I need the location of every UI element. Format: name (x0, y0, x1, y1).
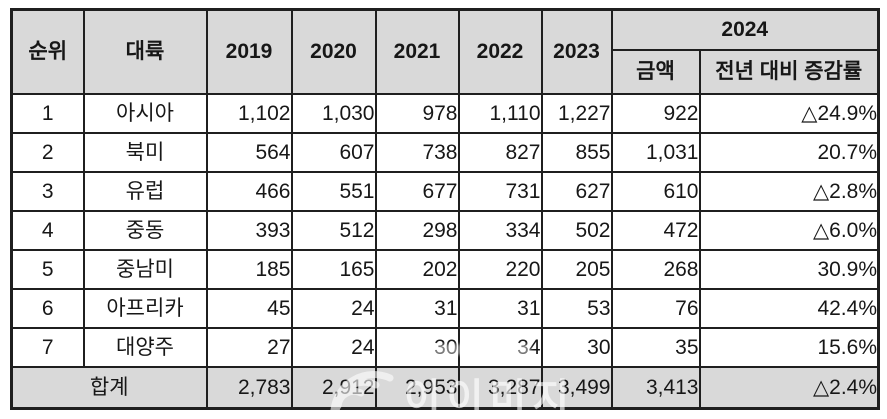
value-2021-cell: 202 (374, 248, 460, 290)
table-row-europe: 3 유럽 466 551 677 731 627 610 △2.8% (10, 170, 880, 212)
header-year-2020: 2020 (290, 8, 377, 95)
amount-2024-cell: 268 (610, 248, 701, 290)
continent-export-table: 순위 대륙 2019 2020 2021 2022 2023 2024 금액 전… (10, 8, 880, 410)
value-2019-cell: 45 (205, 287, 293, 329)
value-2021-cell: 298 (374, 209, 460, 251)
continent-cell: 유럽 (82, 170, 208, 212)
value-2023-cell: 1,227 (540, 92, 613, 134)
total-yoy-2024-cell: △2.4% (698, 365, 880, 410)
value-2020-cell: 512 (290, 209, 377, 251)
yoy-2024-cell: 30.9% (698, 248, 880, 290)
header-year-2024-group: 2024 (610, 8, 880, 51)
rank-cell: 4 (10, 209, 85, 251)
value-2019-cell: 466 (205, 170, 293, 212)
table-row-oceania: 7 대양주 27 24 30 34 30 35 15.6% (10, 326, 880, 368)
value-2022-cell: 34 (457, 326, 543, 368)
rank-cell: 3 (10, 170, 85, 212)
header-year-2021: 2021 (374, 8, 460, 95)
value-2023-cell: 855 (540, 131, 613, 173)
yoy-2024-cell: △24.9% (698, 92, 880, 134)
value-2019-cell: 1,102 (205, 92, 293, 134)
value-2023-cell: 627 (540, 170, 613, 212)
continent-cell: 북미 (82, 131, 208, 173)
value-2019-cell: 393 (205, 209, 293, 251)
amount-2024-cell: 922 (610, 92, 701, 134)
rank-cell: 2 (10, 131, 85, 173)
value-2022-cell: 731 (457, 170, 543, 212)
value-2020-cell: 24 (290, 287, 377, 329)
yoy-2024-cell: 15.6% (698, 326, 880, 368)
rank-cell: 5 (10, 248, 85, 290)
value-2023-cell: 205 (540, 248, 613, 290)
total-2019-cell: 2,783 (205, 365, 293, 410)
amount-2024-cell: 1,031 (610, 131, 701, 173)
table-row-asia: 1 아시아 1,102 1,030 978 1,110 1,227 922 △2… (10, 92, 880, 134)
header-2024-yoy: 전년 대비 증감률 (698, 48, 880, 95)
amount-2024-cell: 76 (610, 287, 701, 329)
table-row-middle-east: 4 중동 393 512 298 334 502 472 △6.0% (10, 209, 880, 251)
amount-2024-cell: 35 (610, 326, 701, 368)
continent-cell: 대양주 (82, 326, 208, 368)
table-row-africa: 6 아프리카 45 24 31 31 53 76 42.4% (10, 287, 880, 329)
value-2023-cell: 502 (540, 209, 613, 251)
value-2019-cell: 185 (205, 248, 293, 290)
header-2024-amount: 금액 (610, 48, 701, 95)
value-2022-cell: 1,110 (457, 92, 543, 134)
total-2023-cell: 3,499 (540, 365, 613, 410)
value-2021-cell: 30 (374, 326, 460, 368)
header-rank: 순위 (10, 8, 85, 95)
value-2020-cell: 24 (290, 326, 377, 368)
total-2022-cell: 3,287 (457, 365, 543, 410)
value-2019-cell: 564 (205, 131, 293, 173)
amount-2024-cell: 472 (610, 209, 701, 251)
header-year-2023: 2023 (540, 8, 613, 95)
yoy-2024-cell: △2.8% (698, 170, 880, 212)
yoy-2024-cell: △6.0% (698, 209, 880, 251)
value-2023-cell: 30 (540, 326, 613, 368)
value-2020-cell: 165 (290, 248, 377, 290)
value-2020-cell: 1,030 (290, 92, 377, 134)
header-year-2022: 2022 (457, 8, 543, 95)
value-2022-cell: 220 (457, 248, 543, 290)
amount-2024-cell: 610 (610, 170, 701, 212)
continent-cell: 아프리카 (82, 287, 208, 329)
table-row-north-america: 2 북미 564 607 738 827 855 1,031 20.7% (10, 131, 880, 173)
value-2023-cell: 53 (540, 287, 613, 329)
yoy-2024-cell: 42.4% (698, 287, 880, 329)
value-2020-cell: 551 (290, 170, 377, 212)
continent-cell: 중남미 (82, 248, 208, 290)
value-2019-cell: 27 (205, 326, 293, 368)
value-2022-cell: 334 (457, 209, 543, 251)
rank-cell: 6 (10, 287, 85, 329)
total-amount-2024-cell: 3,413 (610, 365, 701, 410)
rank-cell: 1 (10, 92, 85, 134)
value-2021-cell: 677 (374, 170, 460, 212)
continent-cell: 중동 (82, 209, 208, 251)
yoy-2024-cell: 20.7% (698, 131, 880, 173)
header-year-2019: 2019 (205, 8, 293, 95)
total-2020-cell: 2,912 (290, 365, 377, 410)
continent-cell: 아시아 (82, 92, 208, 134)
total-label-cell: 합계 (10, 365, 208, 410)
table-row-total: 합계 2,783 2,912 2,953 3,287 3,499 3,413 △… (10, 365, 880, 410)
value-2021-cell: 978 (374, 92, 460, 134)
rank-cell: 7 (10, 326, 85, 368)
table-row-latin-america: 5 중남미 185 165 202 220 205 268 30.9% (10, 248, 880, 290)
value-2020-cell: 607 (290, 131, 377, 173)
value-2022-cell: 827 (457, 131, 543, 173)
value-2021-cell: 738 (374, 131, 460, 173)
header-continent: 대륙 (82, 8, 208, 95)
value-2021-cell: 31 (374, 287, 460, 329)
total-2021-cell: 2,953 (374, 365, 460, 410)
value-2022-cell: 31 (457, 287, 543, 329)
